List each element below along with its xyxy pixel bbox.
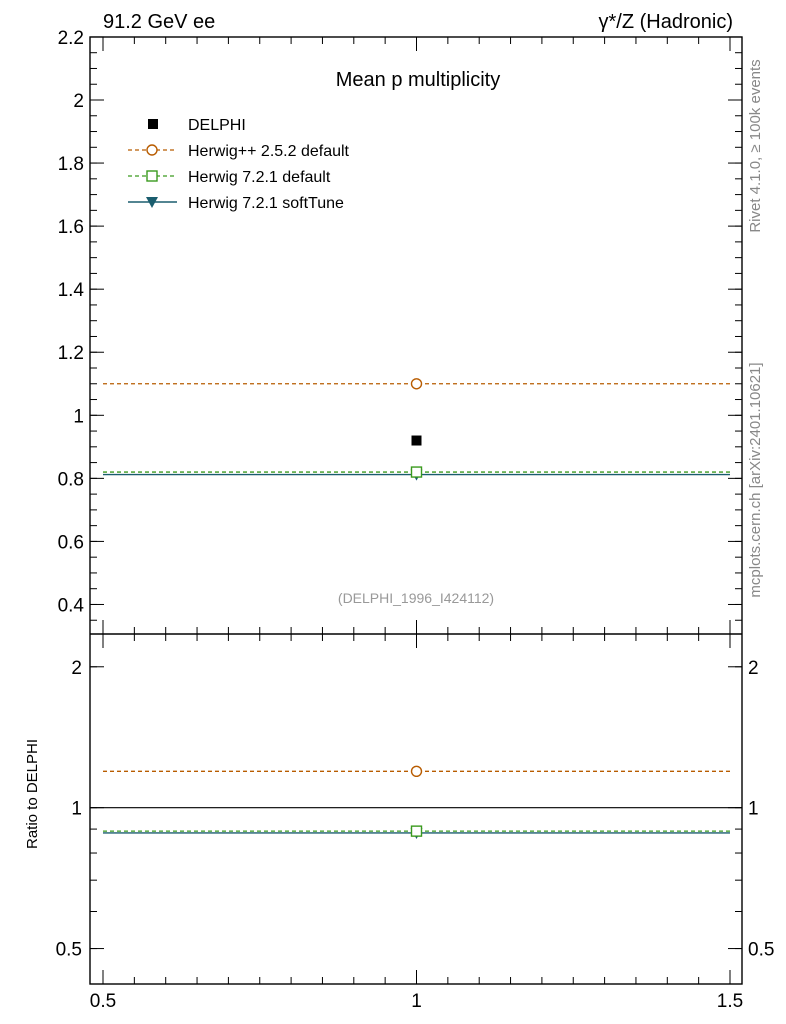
main-ytick-label: 1 [73, 406, 84, 427]
main-ytick-label: 1.2 [58, 343, 84, 364]
x-tick-label: 1 [411, 991, 422, 1012]
main-ytick-label: 0.4 [58, 595, 85, 616]
ratio-ytick-label-right: 2 [748, 658, 759, 679]
main-ytick-label: 1.4 [58, 280, 85, 301]
legend: DELPHI Herwig++ 2.5.2 default Herwig 7.2… [128, 117, 350, 212]
legend-marker-delphi [148, 119, 158, 129]
legend-item-delphi: DELPHI [148, 117, 246, 134]
main-ytick-label: 0.8 [58, 469, 84, 490]
main-marker-herwig-2-5-2-default [410, 378, 423, 390]
x-tick-label: 1.5 [717, 991, 743, 1012]
main-title: Mean p multiplicity [336, 69, 501, 91]
mcplots-label: mcplots.cern.ch [arXiv:2401.10621] [747, 362, 764, 597]
main-marker-herwig-7-2-1-default [410, 466, 423, 478]
legend-label-herwigpp-252: Herwig++ 2.5.2 default [188, 143, 350, 160]
legend-item-herwig721-default: Herwig 7.2.1 default [128, 169, 331, 186]
legend-item-herwigpp-252: Herwig++ 2.5.2 default [128, 143, 350, 160]
ratio-ylabel: Ratio to DELPHI [24, 739, 41, 849]
main-ytick-label: 1.6 [58, 217, 84, 238]
header-process: γ*/Z (Hadronic) [599, 11, 733, 33]
legend-item-herwig721-softtune: Herwig 7.2.1 softTune [128, 195, 344, 212]
ratio-ytick-label-left: 0.5 [56, 940, 82, 961]
main-ytick-label: 2.2 [58, 28, 84, 49]
ratio-ytick-label-right: 0.5 [748, 940, 774, 961]
rivet-label: Rivet 4.1.0, ≥ 100k events [747, 59, 764, 232]
legend-marker-herwigpp-252 [146, 144, 158, 156]
ratio-ytick-label-left: 2 [71, 658, 82, 679]
legend-label-herwig721-default: Herwig 7.2.1 default [188, 169, 331, 186]
main-ytick-label: 2 [73, 91, 84, 112]
analysis-watermark: (DELPHI_1996_I424112) [338, 590, 494, 606]
ratio-ytick-label-left: 1 [71, 799, 82, 820]
main-marker-delphi [411, 435, 422, 446]
ratio-marker-herwig-2-5-2-default [410, 765, 423, 777]
header-energy: 91.2 GeV ee [103, 11, 215, 33]
legend-label-delphi: DELPHI [188, 117, 246, 134]
main-ytick-label: 0.6 [58, 532, 84, 553]
ratio-ytick-label-right: 1 [748, 799, 759, 820]
main-ytick-label: 1.8 [58, 154, 84, 175]
ratio-marker-herwig-7-2-1-default [410, 825, 423, 837]
legend-marker-herwig721-softtune [146, 197, 158, 208]
x-tick-label: 0.5 [90, 991, 116, 1012]
legend-label-herwig721-softtune: Herwig 7.2.1 softTune [188, 195, 344, 212]
legend-marker-herwig721-default [146, 170, 158, 182]
